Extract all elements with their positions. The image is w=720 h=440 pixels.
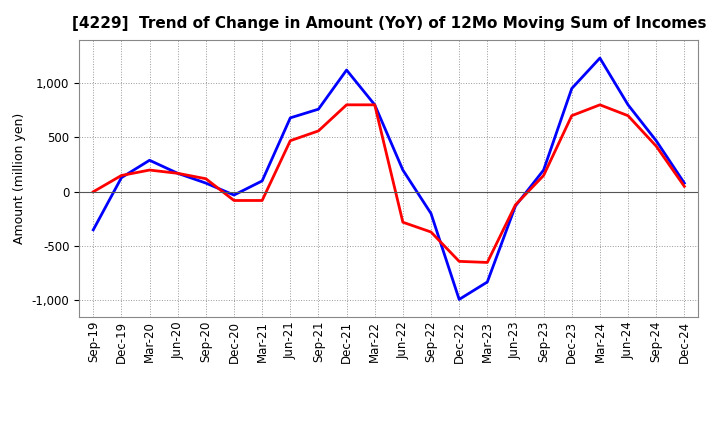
Net Income — [117, 173, 126, 178]
Net Income — [567, 113, 576, 118]
Ordinary Income — [202, 180, 210, 186]
Net Income — [89, 189, 98, 194]
Net Income — [286, 138, 294, 143]
Ordinary Income — [652, 138, 660, 143]
Net Income — [427, 229, 436, 235]
Net Income — [258, 198, 266, 203]
Net Income — [399, 220, 408, 225]
Net Income — [202, 176, 210, 181]
Net Income — [145, 167, 154, 172]
Title: [4229]  Trend of Change in Amount (YoY) of 12Mo Moving Sum of Incomes: [4229] Trend of Change in Amount (YoY) o… — [71, 16, 706, 32]
Net Income — [595, 102, 604, 107]
Ordinary Income — [483, 279, 492, 285]
Ordinary Income — [399, 167, 408, 172]
Ordinary Income — [624, 102, 632, 107]
Ordinary Income — [342, 67, 351, 73]
Ordinary Income — [455, 297, 464, 302]
Ordinary Income — [174, 171, 182, 176]
Net Income — [230, 198, 238, 203]
Ordinary Income — [145, 158, 154, 163]
Net Income — [314, 128, 323, 134]
Ordinary Income — [89, 227, 98, 232]
Ordinary Income — [427, 211, 436, 216]
Net Income — [370, 102, 379, 107]
Net Income — [511, 202, 520, 208]
Ordinary Income — [680, 180, 688, 186]
Net Income — [680, 184, 688, 189]
Ordinary Income — [258, 178, 266, 183]
Line: Net Income: Net Income — [94, 105, 684, 262]
Line: Ordinary Income: Ordinary Income — [94, 58, 684, 299]
Y-axis label: Amount (million yen): Amount (million yen) — [13, 113, 26, 244]
Net Income — [624, 113, 632, 118]
Ordinary Income — [314, 106, 323, 112]
Ordinary Income — [595, 55, 604, 61]
Net Income — [539, 173, 548, 178]
Ordinary Income — [539, 167, 548, 172]
Ordinary Income — [567, 86, 576, 91]
Net Income — [455, 259, 464, 264]
Ordinary Income — [230, 192, 238, 198]
Net Income — [483, 260, 492, 265]
Ordinary Income — [511, 203, 520, 209]
Ordinary Income — [286, 115, 294, 121]
Ordinary Income — [370, 102, 379, 107]
Net Income — [652, 143, 660, 149]
Net Income — [342, 102, 351, 107]
Net Income — [174, 171, 182, 176]
Ordinary Income — [117, 175, 126, 180]
